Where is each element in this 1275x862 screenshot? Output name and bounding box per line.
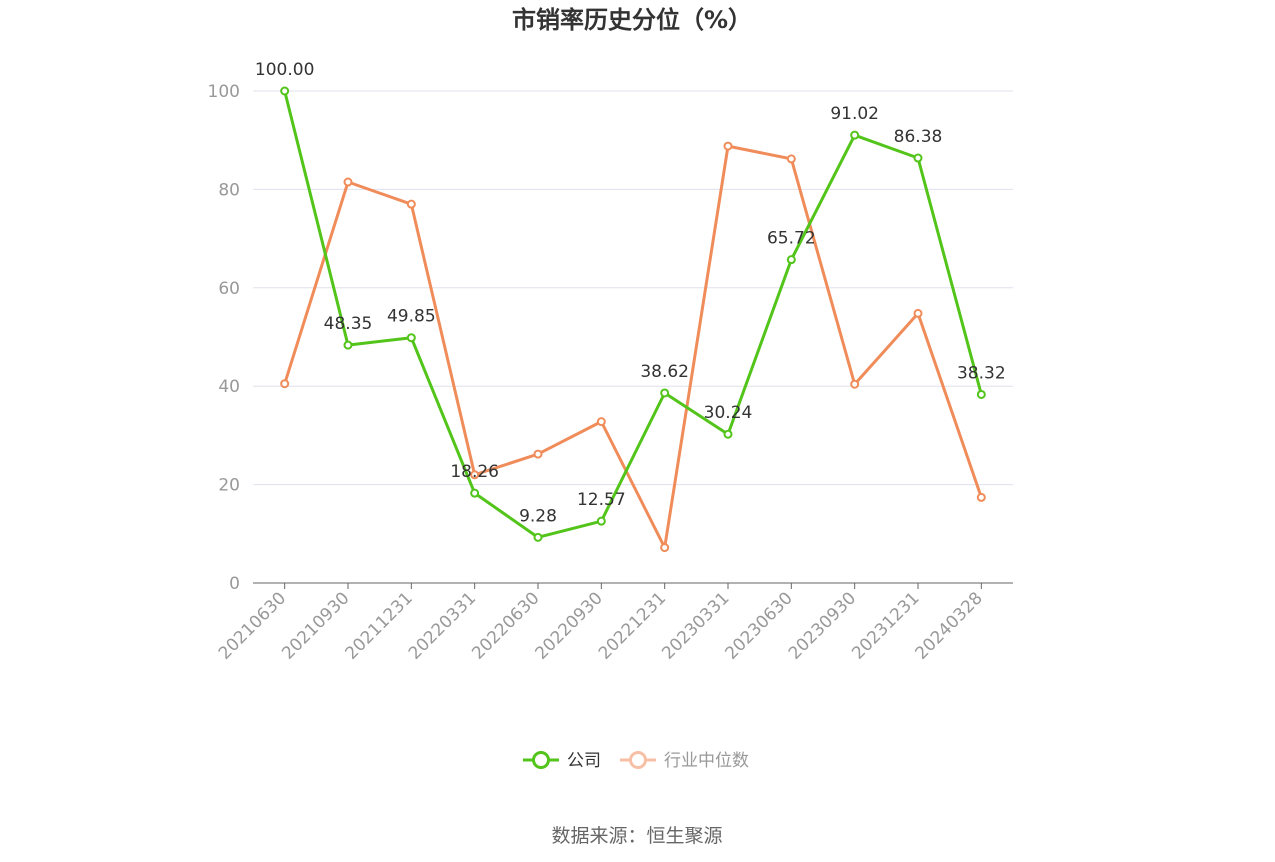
x-tick-label: 20230930: [785, 588, 860, 663]
data-point[interactable]: [406, 199, 416, 209]
x-tick-label: 20231231: [848, 588, 923, 663]
data-point[interactable]: [913, 153, 923, 163]
series-group: [280, 86, 986, 553]
data-point[interactable]: [976, 492, 986, 502]
source-note: 数据来源：恒生聚源: [551, 825, 722, 847]
data-point[interactable]: [596, 516, 606, 526]
data-point[interactable]: [596, 417, 606, 427]
data-point[interactable]: [723, 141, 733, 151]
data-point[interactable]: [533, 532, 543, 542]
y-tick-label: 0: [229, 574, 240, 594]
data-label: 30.24: [704, 403, 753, 423]
data-label: 100.00: [255, 60, 314, 80]
y-axis: 0 20 40 60 80 100: [208, 82, 240, 594]
grid-lines: [253, 90, 1013, 486]
x-tick-label: 20220331: [405, 588, 480, 663]
data-point[interactable]: [786, 154, 796, 164]
x-axis: 2021063020210930202112312022033120220630…: [215, 582, 1013, 664]
data-point[interactable]: [533, 449, 543, 459]
x-tick-label: 20230630: [722, 588, 797, 663]
data-point[interactable]: [660, 543, 670, 553]
data-point[interactable]: [850, 130, 860, 140]
data-point[interactable]: [723, 429, 733, 439]
x-tick-label: 20210630: [215, 588, 290, 663]
legend[interactable]: 公司 行业中位数: [523, 751, 749, 771]
y-tick-label: 20: [218, 476, 240, 496]
legend-marker: [532, 751, 550, 769]
y-tick-label: 100: [208, 82, 240, 102]
x-tick-label: 20210930: [278, 588, 353, 663]
data-point[interactable]: [343, 177, 353, 187]
x-tick-label: 20230331: [658, 588, 733, 663]
data-label: 12.57: [577, 490, 626, 510]
x-tick-label: 20220930: [532, 588, 607, 663]
data-point[interactable]: [280, 379, 290, 389]
x-tick-label: 20221231: [595, 588, 670, 663]
data-point[interactable]: [850, 379, 860, 389]
data-label: 18.26: [450, 462, 499, 482]
data-label: 38.62: [640, 362, 689, 382]
y-tick-label: 60: [218, 279, 240, 299]
legend-marker: [629, 751, 647, 769]
series-line-industry: [283, 144, 983, 550]
data-label: 65.72: [767, 229, 816, 249]
data-label: 38.32: [957, 363, 1006, 383]
x-tick-label: 20220630: [468, 588, 543, 663]
data-point[interactable]: [786, 255, 796, 265]
data-point[interactable]: [913, 308, 923, 318]
data-label: 48.35: [324, 314, 373, 334]
data-label: 86.38: [894, 127, 943, 147]
data-point[interactable]: [343, 340, 353, 350]
legend-label: 行业中位数: [664, 751, 749, 771]
data-label: 91.02: [830, 104, 879, 124]
x-tick-label: 20240328: [912, 588, 987, 663]
data-point[interactable]: [660, 388, 670, 398]
y-tick-label: 80: [218, 180, 240, 200]
legend-item-company[interactable]: 公司: [523, 751, 601, 771]
data-point[interactable]: [976, 389, 986, 399]
chart-title: 市销率历史分位（%）: [512, 6, 752, 34]
data-labels: 100.00 48.35 49.85 18.26 9.28 12.57 38.62 30.24…: [255, 60, 1006, 526]
legend-label: 公司: [567, 751, 601, 771]
data-point[interactable]: [406, 333, 416, 343]
x-tick-label: 20211231: [342, 588, 417, 663]
y-tick-label: 40: [218, 377, 240, 397]
data-label: 49.85: [387, 307, 436, 327]
data-label: 9.28: [519, 506, 557, 526]
data-point[interactable]: [280, 86, 290, 96]
data-point[interactable]: [470, 488, 480, 498]
legend-item-industry[interactable]: 行业中位数: [620, 751, 749, 771]
data-point[interactable]: [470, 470, 480, 480]
series-line-company: [283, 90, 983, 539]
